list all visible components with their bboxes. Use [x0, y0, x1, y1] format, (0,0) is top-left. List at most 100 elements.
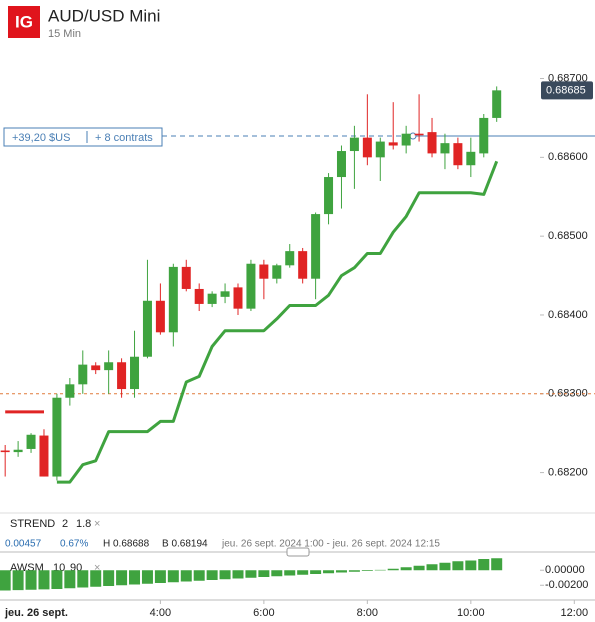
last-price-label: 0.68685	[546, 84, 586, 96]
x-tick-label: 12:00	[561, 607, 589, 619]
awsm-bar	[426, 564, 438, 571]
awsm-bar	[491, 558, 503, 571]
candle-body	[181, 266, 191, 289]
awsm-bar	[452, 561, 464, 571]
awsm-bar	[51, 570, 63, 589]
y-tick-label: 0.68500	[548, 230, 588, 242]
logo-box	[8, 6, 40, 38]
info-change: 0.00457	[5, 539, 42, 550]
awsm-bar	[141, 570, 153, 584]
candle-body	[233, 287, 243, 309]
y-tick-label: 0.68600	[548, 151, 588, 163]
awsm-bar	[348, 570, 360, 572]
x-tick-label: 4:00	[150, 607, 171, 619]
candle-body	[39, 435, 49, 477]
indicator-param: 1.8	[76, 518, 91, 530]
y-tick-label: 0.68300	[548, 388, 588, 400]
awsm-bar	[90, 570, 102, 587]
awsm-bar	[439, 562, 451, 571]
candle-body	[492, 90, 502, 118]
candle-body	[362, 137, 372, 158]
candle-body	[401, 133, 411, 146]
candle-body	[0, 450, 10, 453]
candle-body	[246, 263, 256, 309]
position-box[interactable]	[3, 127, 163, 147]
candle-body	[466, 151, 476, 166]
close-icon[interactable]: ×	[94, 562, 100, 574]
close-icon[interactable]: ×	[94, 518, 100, 530]
candle-body	[52, 397, 62, 477]
awsm-bar	[129, 570, 141, 585]
awsm-bar	[413, 565, 425, 571]
candle-body	[259, 264, 269, 279]
awsm-bar	[297, 570, 309, 575]
awsm-bar	[232, 570, 244, 579]
y-tick-label: -0.00200	[545, 579, 588, 591]
awsm-bar	[64, 570, 76, 589]
logo: IG	[15, 12, 33, 31]
awsm-bar	[12, 570, 24, 591]
awsm-bar	[167, 570, 179, 583]
awsm-bar	[193, 570, 205, 581]
candle-body	[311, 214, 321, 279]
candle-body	[414, 133, 424, 136]
candle-body	[427, 132, 437, 154]
candle-body	[65, 384, 75, 398]
awsm-bar	[323, 570, 335, 574]
candle-body	[285, 251, 295, 266]
awsm-bar	[25, 570, 37, 590]
y-tick-label: 0.68400	[548, 309, 588, 321]
last-price-tag	[541, 81, 593, 100]
awsm-bar	[219, 570, 231, 580]
candle-body	[155, 300, 165, 333]
awsm-bar	[400, 567, 412, 571]
awsm-bar	[478, 559, 490, 571]
position-pnl: +39,20 $US	[12, 132, 70, 144]
x-date-label: jeu. 26 sept.	[4, 607, 68, 619]
candle-body	[78, 364, 88, 385]
awsm-bar	[284, 570, 296, 576]
candle-body	[349, 137, 359, 152]
candle-body	[26, 434, 36, 449]
candle-body	[388, 142, 398, 146]
x-tick-label: 8:00	[357, 607, 378, 619]
candle-body	[440, 143, 450, 154]
position-size: + 8 contrats	[95, 132, 153, 144]
candle-body	[130, 356, 140, 390]
candle-body	[91, 365, 101, 371]
awsm-bar	[374, 569, 386, 571]
candle-body	[207, 293, 217, 304]
x-tick-label: 6:00	[253, 607, 274, 619]
candle-body	[104, 362, 114, 371]
info-low: B 0.68194	[162, 539, 208, 550]
candle-body	[479, 117, 489, 154]
awsm-bar	[387, 568, 399, 571]
awsm-bar	[465, 560, 477, 571]
awsm-bar	[271, 570, 283, 577]
awsm-bar	[103, 570, 115, 586]
candle-body	[117, 362, 127, 390]
awsm-bar	[180, 570, 192, 582]
x-tick-label: 10:00	[457, 607, 485, 619]
awsm-bar	[206, 570, 218, 580]
candle-body	[13, 449, 23, 453]
candle-body	[453, 143, 463, 166]
awsm-bar	[258, 570, 270, 577]
candle-body	[168, 266, 178, 333]
awsm-bar	[245, 570, 257, 578]
resize-handle[interactable]	[286, 547, 310, 557]
candle-body	[272, 265, 282, 279]
title: AUD/USD Mini	[48, 6, 160, 25]
awsm-bar	[335, 570, 347, 573]
awsm-bar	[154, 570, 166, 583]
indicator-param: 2	[62, 518, 68, 530]
candle-body	[336, 151, 346, 178]
awsm-bar	[77, 570, 89, 588]
awsm-bar	[38, 570, 50, 590]
supertrend-line	[56, 160, 499, 484]
candle-body	[194, 288, 204, 304]
y-tick-label: 0.68200	[548, 466, 588, 478]
candle-body	[220, 291, 230, 297]
y-tick-label: 0.00000	[545, 564, 585, 576]
